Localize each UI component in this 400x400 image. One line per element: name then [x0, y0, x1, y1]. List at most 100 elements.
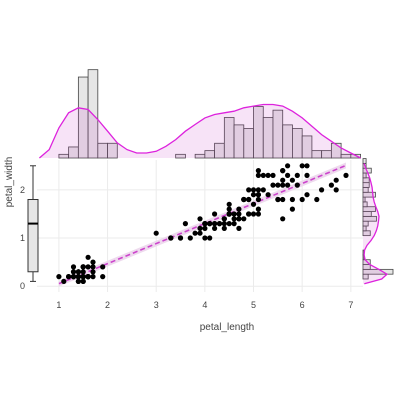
scatter-point: [280, 216, 286, 222]
scatter-point: [197, 225, 203, 231]
x-tick-label: 6: [300, 300, 305, 310]
scatter-point: [285, 182, 291, 188]
scatter-point: [177, 235, 184, 241]
scatter-point: [260, 187, 266, 193]
scatter-point: [241, 216, 247, 222]
scatter-point: [85, 254, 91, 260]
box-body: [27, 199, 39, 273]
scatter-point: [212, 225, 218, 231]
scatter-point: [285, 172, 291, 178]
top-density-curve: [38, 103, 361, 159]
scatter-point: [250, 201, 257, 207]
scatter-point: [90, 259, 96, 265]
scatter-point: [343, 172, 349, 178]
scatter-point: [289, 177, 295, 183]
scatter-point: [75, 274, 81, 280]
scatter-point: [275, 196, 281, 203]
y-tick-labels: 0 1 2: [20, 185, 25, 291]
scatter-points: [56, 163, 349, 284]
scatter-point: [70, 269, 77, 275]
scatter-point: [182, 221, 188, 227]
scatter-point: [241, 196, 247, 203]
scatter-point: [192, 230, 198, 236]
right-density-area: [363, 163, 387, 284]
scatter-point: [90, 269, 96, 275]
scatter-point: [80, 264, 86, 270]
scatter-point: [246, 211, 252, 217]
scatter-point: [197, 216, 203, 222]
scatter-point: [250, 187, 257, 193]
scatter-point: [299, 163, 305, 169]
scatter-point: [255, 168, 261, 174]
scatter-point: [226, 221, 232, 227]
scatter-point: [304, 192, 310, 198]
scatter-point: [236, 225, 242, 231]
scatter-point: [80, 274, 86, 280]
scatter-point: [236, 206, 242, 212]
scatter-point: [280, 168, 286, 174]
scatter-point: [70, 264, 77, 270]
scatter-point: [294, 182, 300, 188]
scatter-point: [328, 182, 334, 188]
y-tick-label: 0: [20, 281, 25, 291]
scatter-point: [90, 274, 96, 280]
scatter-point: [255, 211, 261, 217]
scatter-point: [70, 274, 77, 280]
scatter-point: [226, 206, 232, 212]
scatter-point: [304, 163, 310, 169]
scatter-point: [202, 221, 208, 227]
scatter-point: [231, 221, 237, 227]
scatter-point: [246, 196, 252, 203]
scatter-point: [153, 230, 159, 236]
scatter-point: [226, 201, 232, 207]
scatter-point: [255, 196, 261, 203]
scatter-point: [75, 269, 81, 275]
scatter-point: [280, 177, 286, 183]
scatter-point: [207, 221, 213, 227]
scatter-point: [255, 192, 261, 198]
scatter-point: [236, 211, 242, 217]
right-hist-bar: [362, 191, 376, 198]
scatter-point: [100, 264, 106, 270]
x-tick-labels: 1 2 3 4 5 6 7: [56, 300, 353, 310]
scatter-point: [231, 216, 237, 222]
top-hist-bar: [330, 142, 342, 159]
top-hist-bar: [301, 135, 313, 159]
scatter-point: [168, 235, 174, 241]
scatter-point: [280, 196, 286, 203]
scatter-point: [85, 274, 91, 280]
scatter-point: [265, 192, 271, 198]
scatter-point: [255, 206, 261, 212]
x-tick-label: 3: [154, 300, 159, 310]
scatter-point: [270, 182, 276, 188]
scatter-point: [56, 274, 62, 280]
scatter-point: [314, 196, 320, 203]
scatter-point: [221, 225, 227, 231]
scatter-point: [299, 196, 305, 203]
scatter-point: [212, 221, 218, 227]
y-tick-label: 2: [20, 185, 25, 195]
scatter-point: [202, 225, 208, 231]
scatter-point: [207, 235, 213, 241]
scatter-point: [255, 187, 261, 193]
scatter-point: [80, 278, 86, 284]
x-tick-label: 2: [105, 300, 110, 310]
top-hist-bar: [175, 153, 186, 159]
scatter-point: [212, 211, 218, 217]
scatter-point: [221, 216, 227, 222]
x-tick-label: 7: [348, 300, 353, 310]
scatter-point: [250, 192, 257, 198]
scatter-point: [85, 264, 91, 270]
scatter-point: [270, 172, 276, 178]
scatter-point: [250, 211, 257, 217]
top-marginal-histogram: [38, 69, 361, 159]
left-boxplot: [27, 165, 39, 282]
top-density-area: [39, 104, 361, 158]
scatter-point: [75, 278, 81, 284]
scatter-point: [294, 172, 300, 178]
scatter-point: [333, 177, 339, 183]
scatter-point: [285, 163, 291, 169]
scatter-point: [260, 172, 266, 178]
x-axis-title: petal_length: [200, 322, 255, 333]
scatter-point: [216, 221, 223, 227]
